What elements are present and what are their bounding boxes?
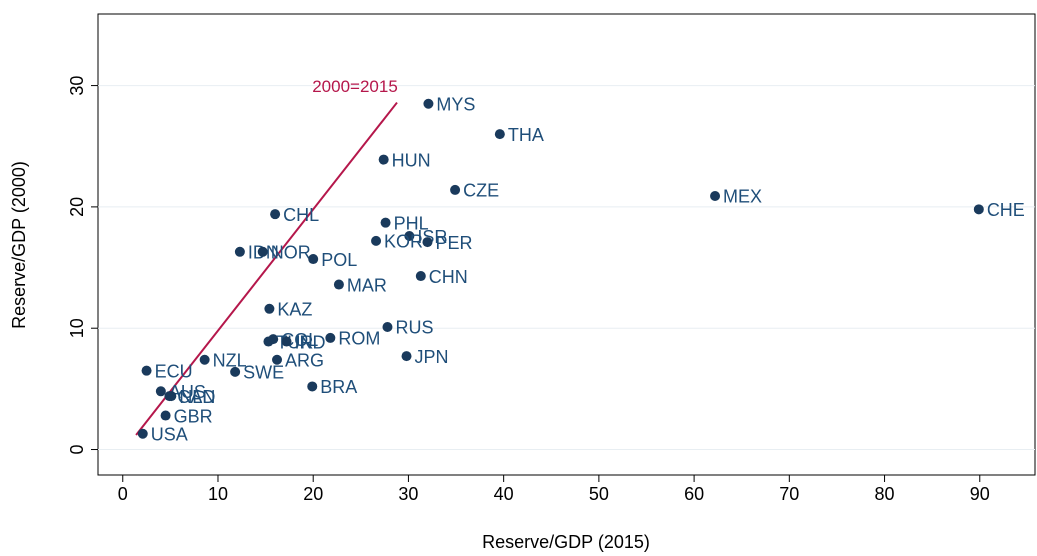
point	[380, 217, 391, 228]
point	[137, 428, 148, 439]
point	[378, 154, 389, 165]
y-tick-label: 10	[67, 318, 87, 338]
point-label: NLD	[179, 387, 215, 407]
x-tick-label: 80	[875, 484, 895, 504]
point-label: CHL	[283, 205, 319, 225]
point	[371, 235, 382, 246]
point-label: PER	[435, 233, 472, 253]
point	[160, 410, 171, 421]
point-label: MEX	[723, 187, 762, 207]
point	[281, 336, 292, 347]
point-label: PHL	[394, 213, 429, 233]
point	[272, 354, 283, 365]
point-label: NOR	[271, 243, 311, 263]
point-label: POL	[321, 250, 357, 270]
point	[155, 386, 166, 397]
point	[270, 209, 281, 220]
point	[404, 231, 415, 242]
point	[257, 246, 268, 257]
point-label: CAN	[177, 387, 215, 407]
point-label: CZE	[463, 181, 499, 201]
y-tick-label: 0	[67, 445, 87, 455]
y-axis-title: Reserve/GDP (2000)	[9, 161, 29, 329]
point-label: THA	[508, 125, 544, 145]
reference-line	[135, 101, 398, 436]
x-tick-label: 30	[398, 484, 418, 504]
point-label: ARG	[285, 351, 324, 371]
point	[307, 381, 318, 392]
point	[234, 246, 245, 257]
point-label: MAR	[347, 275, 387, 295]
point-label: KAZ	[277, 300, 312, 320]
point-label: CHN	[429, 267, 468, 287]
point	[450, 184, 461, 195]
reference-line-label: 2000=2015	[312, 77, 398, 96]
point	[415, 271, 426, 282]
point	[422, 237, 433, 248]
point-label: MYS	[436, 95, 475, 115]
point-label: KOR	[384, 232, 423, 252]
point	[494, 129, 505, 140]
point	[325, 332, 336, 343]
point-label: NZL	[213, 351, 247, 371]
x-axis-title: Reserve/GDP (2015)	[482, 532, 650, 552]
point-label: IND	[295, 332, 326, 352]
point-label: ECU	[155, 361, 193, 381]
x-tick-label: 90	[970, 484, 990, 504]
point-label: RUS	[395, 318, 433, 338]
point	[333, 279, 344, 290]
point	[423, 98, 434, 109]
y-tick-label: 30	[67, 76, 87, 96]
point	[382, 321, 393, 332]
point	[308, 254, 319, 265]
x-tick-label: 10	[208, 484, 228, 504]
point	[263, 336, 274, 347]
point	[264, 303, 275, 314]
point	[710, 190, 721, 201]
point	[141, 365, 152, 376]
point-label: CHE	[987, 200, 1025, 220]
point	[973, 204, 984, 215]
point	[230, 366, 241, 377]
point-label: SWE	[243, 363, 284, 383]
point-label: COL	[281, 330, 318, 350]
x-tick-label: 60	[684, 484, 704, 504]
x-tick-label: 0	[118, 484, 128, 504]
point	[199, 354, 210, 365]
x-tick-label: 70	[779, 484, 799, 504]
point-label: AUS	[169, 382, 206, 402]
point-label: GBR	[174, 406, 213, 426]
x-tick-label: 50	[589, 484, 609, 504]
point-label: JPN	[415, 347, 449, 367]
y-tick-label: 20	[67, 197, 87, 217]
point	[166, 391, 177, 402]
x-tick-label: 40	[494, 484, 514, 504]
point-label: USA	[151, 425, 188, 445]
point-label: HUN	[392, 150, 431, 170]
point-label: BRA	[320, 377, 357, 397]
plot-frame	[97, 13, 1036, 476]
point-label: ROM	[338, 329, 380, 349]
x-tick-label: 20	[303, 484, 323, 504]
point	[401, 351, 412, 362]
